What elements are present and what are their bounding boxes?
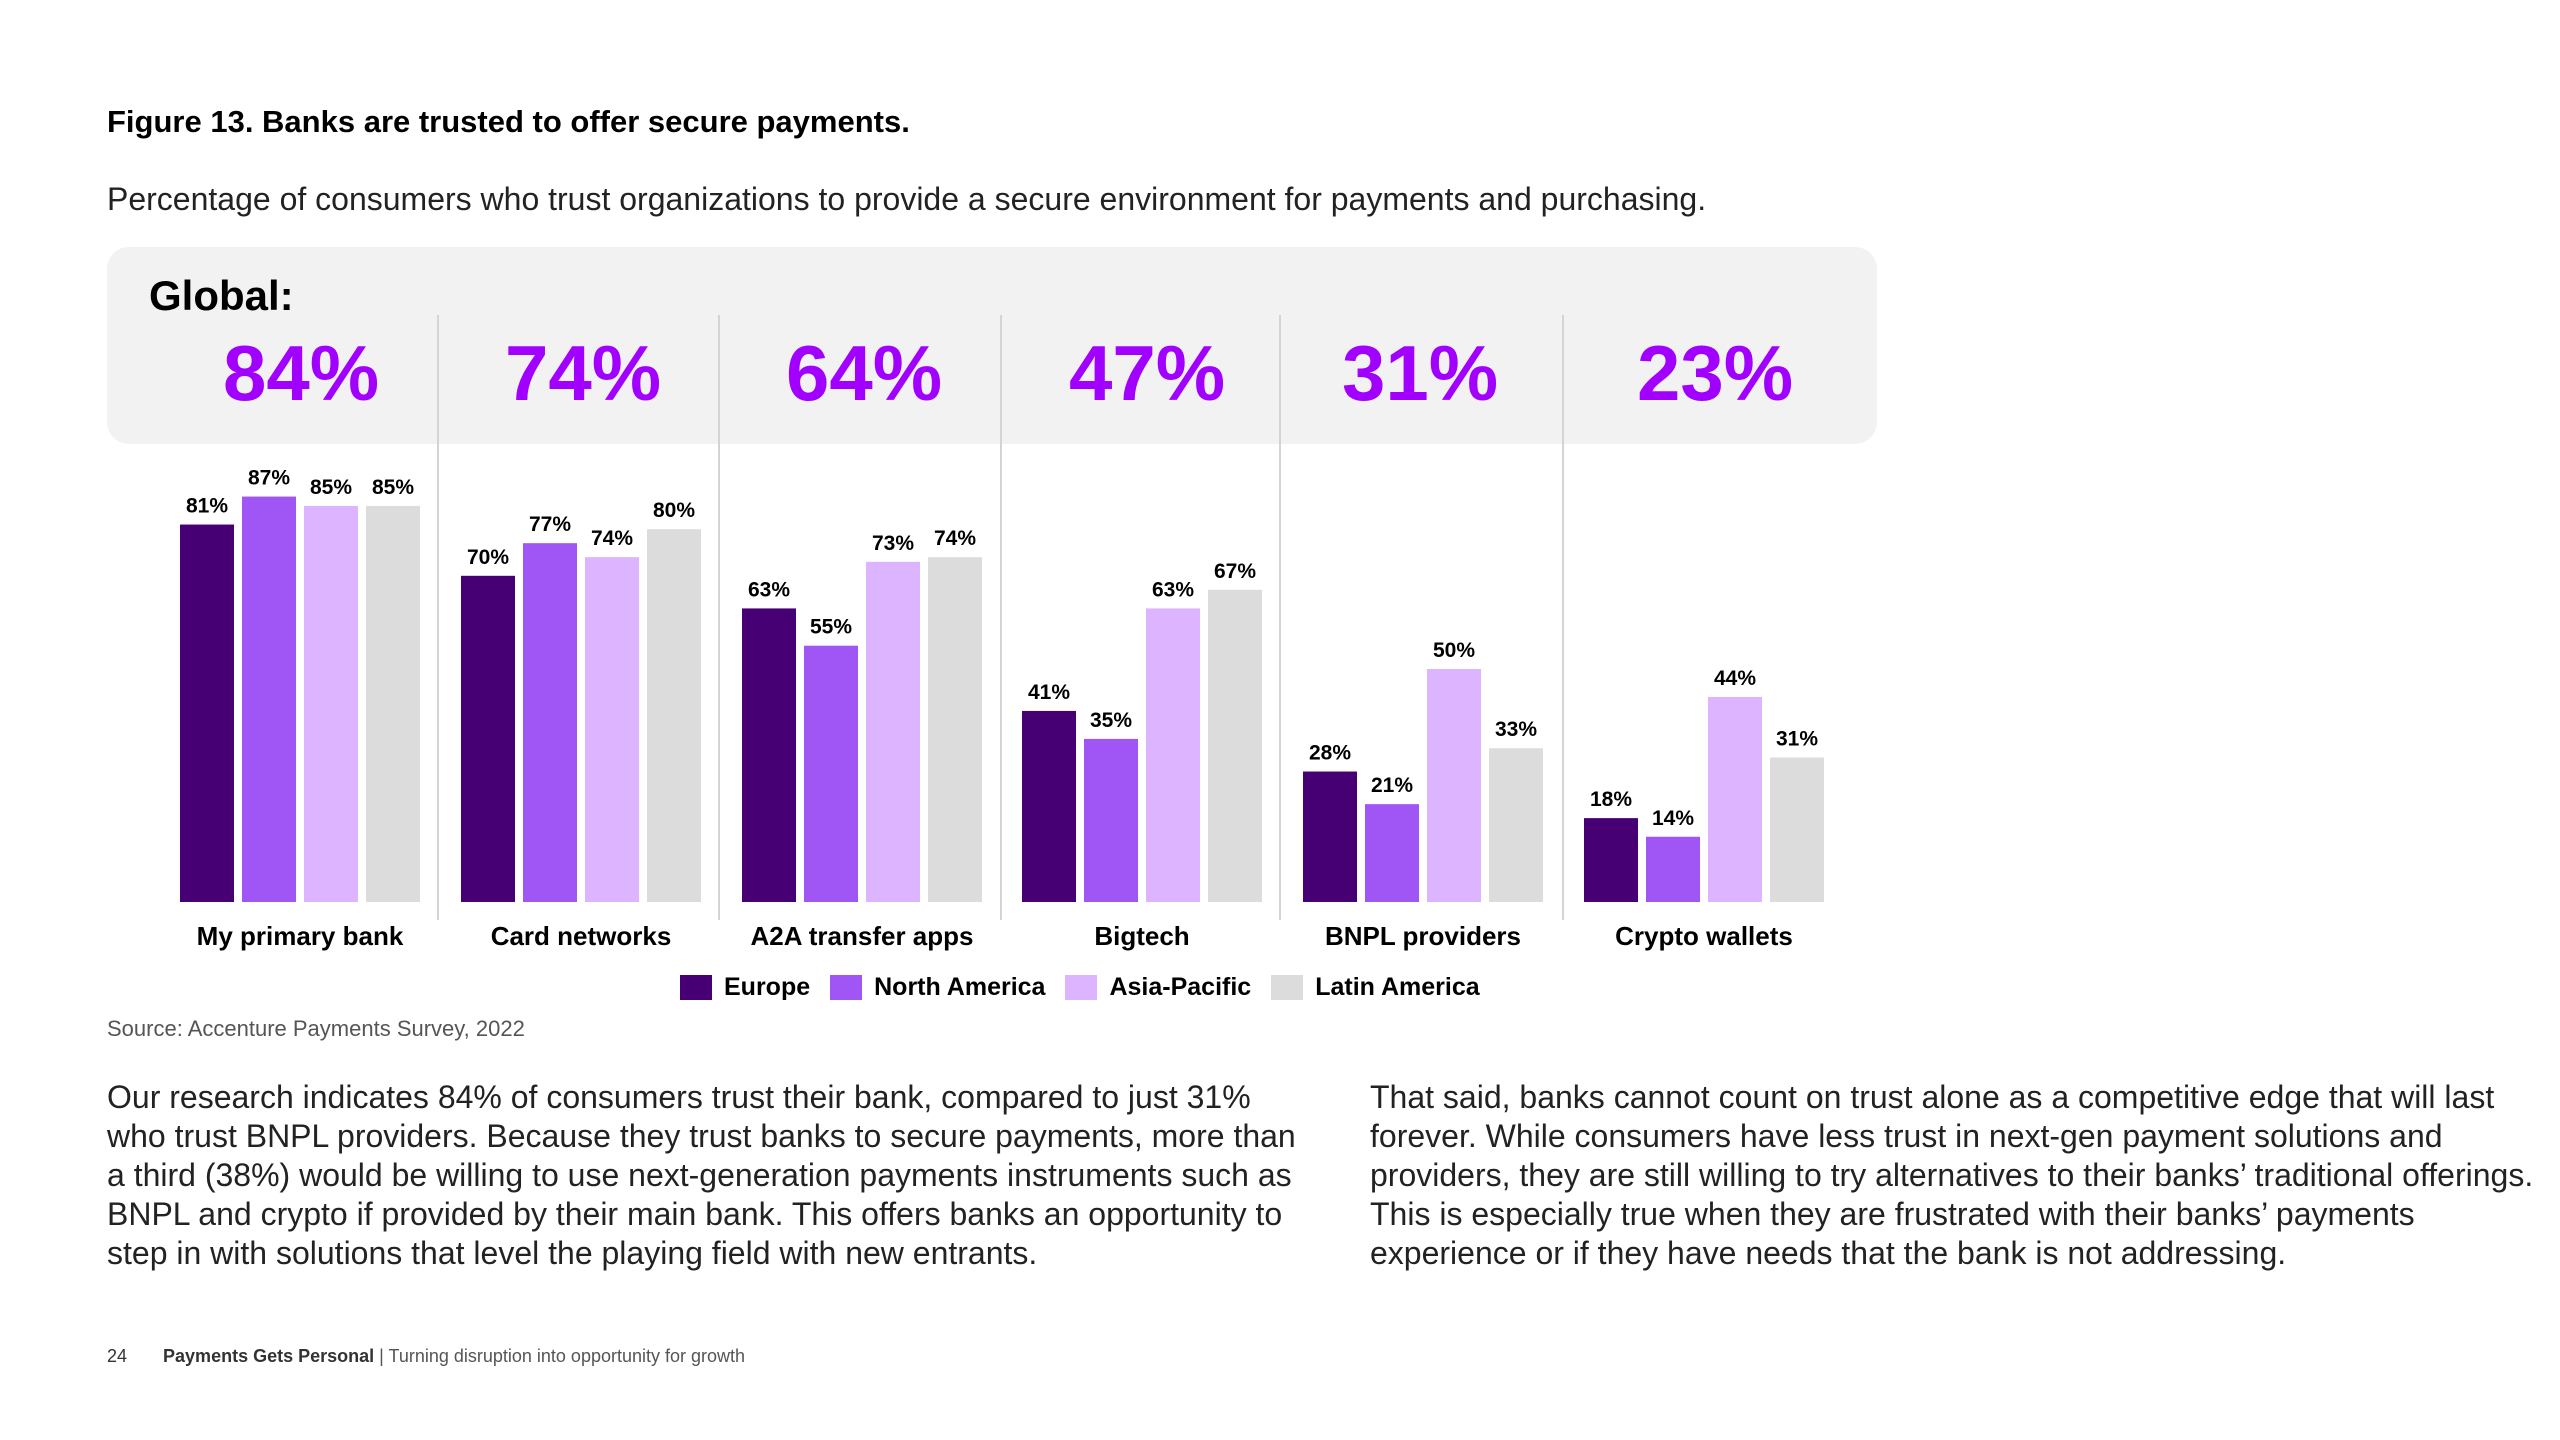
body-text-left: Our research indicates 84% of consumers … bbox=[107, 1078, 1307, 1273]
global-value-crypto: 23% bbox=[1636, 329, 1794, 417]
data-label-card-networks-asia-pacific: 74% bbox=[591, 527, 633, 550]
data-label-bnpl-providers-europe: 28% bbox=[1309, 742, 1351, 765]
bar-a2a-transfer-apps-north-america bbox=[804, 645, 858, 902]
column-divider bbox=[718, 315, 720, 920]
legend-item-europe: Europe bbox=[680, 973, 810, 1002]
legend-item-north-america: North America bbox=[830, 973, 1045, 1002]
data-label-a2a-transfer-apps-north-america: 55% bbox=[810, 616, 852, 639]
column-divider bbox=[1000, 315, 1002, 920]
legend-swatch-asia-pacific bbox=[1065, 975, 1098, 1000]
bar-my-primary-bank-latin-america bbox=[366, 505, 420, 902]
global-value-bnpl: 31% bbox=[1341, 329, 1499, 417]
data-label-my-primary-bank-europe: 81% bbox=[186, 495, 228, 518]
category-label-crypto-wallets: Crypto wallets bbox=[1615, 921, 1793, 951]
bar-my-primary-bank-asia-pacific bbox=[304, 505, 358, 902]
bar-crypto-wallets-north-america bbox=[1646, 836, 1700, 902]
data-label-bigtech-latin-america: 67% bbox=[1214, 560, 1256, 583]
global-label: Global: bbox=[149, 272, 294, 319]
global-value-card-networks: 74% bbox=[504, 329, 662, 417]
legend-item-latin-america: Latin America bbox=[1271, 973, 1480, 1002]
legend-label: Latin America bbox=[1315, 973, 1480, 1001]
bar-card-networks-north-america bbox=[523, 543, 577, 902]
bar-a2a-transfer-apps-europe bbox=[742, 608, 796, 902]
data-label-card-networks-europe: 70% bbox=[467, 546, 509, 569]
data-label-crypto-wallets-north-america: 14% bbox=[1652, 807, 1694, 830]
legend-label: Europe bbox=[724, 973, 811, 1001]
body-paragraph-left: Our research indicates 84% of consumers … bbox=[107, 1079, 1296, 1271]
bar-crypto-wallets-asia-pacific bbox=[1708, 696, 1762, 902]
bar-bnpl-providers-latin-america bbox=[1489, 748, 1543, 902]
figure-subtitle: Percentage of consumers who trust organi… bbox=[107, 181, 1707, 217]
data-label-my-primary-bank-north-america: 87% bbox=[248, 467, 290, 490]
global-value-primary-bank: 84% bbox=[222, 329, 380, 417]
data-label-bnpl-providers-asia-pacific: 50% bbox=[1433, 639, 1475, 662]
data-label-bnpl-providers-latin-america: 33% bbox=[1495, 718, 1537, 741]
bar-card-networks-latin-america bbox=[647, 529, 701, 902]
bar-a2a-transfer-apps-asia-pacific bbox=[866, 561, 920, 902]
data-label-my-primary-bank-latin-america: 85% bbox=[372, 476, 414, 499]
bar-bigtech-north-america bbox=[1084, 738, 1138, 902]
legend-swatch-latin-america bbox=[1271, 975, 1304, 1000]
body-paragraph-right: That said, banks cannot count on trust a… bbox=[1370, 1079, 2534, 1271]
bar-bnpl-providers-north-america bbox=[1365, 804, 1419, 902]
global-value-bigtech: 47% bbox=[1068, 329, 1226, 417]
category-label-bigtech: Bigtech bbox=[1094, 921, 1189, 951]
legend-label: North America bbox=[874, 973, 1046, 1001]
data-label-crypto-wallets-latin-america: 31% bbox=[1776, 728, 1818, 751]
data-label-a2a-transfer-apps-europe: 63% bbox=[748, 578, 790, 601]
data-label-card-networks-north-america: 77% bbox=[529, 513, 571, 536]
bar-bigtech-latin-america bbox=[1208, 589, 1262, 902]
data-label-bigtech-north-america: 35% bbox=[1090, 709, 1132, 732]
chart-legend: Europe North America Asia-Pacific Latin … bbox=[680, 973, 1480, 1002]
bar-bigtech-asia-pacific bbox=[1146, 608, 1200, 902]
bar-bnpl-providers-asia-pacific bbox=[1427, 669, 1481, 902]
data-label-crypto-wallets-asia-pacific: 44% bbox=[1714, 667, 1756, 690]
bar-a2a-transfer-apps-latin-america bbox=[928, 557, 982, 902]
figure-title: Figure 13. Banks are trusted to offer se… bbox=[107, 104, 910, 139]
data-label-my-primary-bank-asia-pacific: 85% bbox=[310, 476, 352, 499]
bar-bnpl-providers-europe bbox=[1303, 771, 1357, 902]
publication-tagline: | Turning disruption into opportunity fo… bbox=[374, 1346, 746, 1366]
bar-my-primary-bank-europe bbox=[180, 524, 234, 902]
source-note: Source: Accenture Payments Survey, 2022 bbox=[107, 1016, 525, 1041]
category-label-a2a-transfer-apps: A2A transfer apps bbox=[751, 921, 974, 951]
legend-swatch-north-america bbox=[830, 975, 863, 1000]
data-label-bigtech-asia-pacific: 63% bbox=[1152, 578, 1194, 601]
page-footer: 24 Payments Gets Personal | Turning disru… bbox=[107, 1346, 745, 1367]
data-label-bigtech-europe: 41% bbox=[1028, 681, 1070, 704]
category-label-my-primary-bank: My primary bank bbox=[197, 921, 404, 951]
bar-bigtech-europe bbox=[1022, 710, 1076, 902]
bar-crypto-wallets-latin-america bbox=[1770, 757, 1824, 902]
legend-label: Asia-Pacific bbox=[1109, 973, 1252, 1001]
column-divider bbox=[1562, 315, 1564, 920]
category-label-bnpl-providers: BNPL providers bbox=[1325, 921, 1521, 951]
page-number: 24 bbox=[107, 1346, 128, 1366]
bar-card-networks-europe bbox=[461, 575, 515, 902]
global-summary-panel bbox=[107, 247, 1877, 444]
legend-item-asia-pacific: Asia-Pacific bbox=[1065, 973, 1251, 1002]
column-divider bbox=[1279, 315, 1281, 920]
data-label-a2a-transfer-apps-asia-pacific: 73% bbox=[872, 532, 914, 555]
legend-swatch-europe bbox=[680, 975, 712, 1000]
data-label-a2a-transfer-apps-latin-america: 74% bbox=[934, 527, 976, 550]
data-label-crypto-wallets-europe: 18% bbox=[1590, 788, 1632, 811]
data-label-bnpl-providers-north-america: 21% bbox=[1371, 774, 1413, 797]
body-text-right: That said, banks cannot count on trust a… bbox=[1370, 1078, 2560, 1273]
data-label-card-networks-latin-america: 80% bbox=[653, 499, 695, 522]
bar-my-primary-bank-north-america bbox=[242, 496, 296, 902]
category-label-card-networks: Card networks bbox=[491, 921, 672, 951]
column-divider bbox=[437, 315, 439, 920]
global-value-a2a-apps: 64% bbox=[785, 329, 943, 417]
bar-card-networks-asia-pacific bbox=[585, 557, 639, 902]
publication-title: Payments Gets Personal bbox=[163, 1346, 375, 1366]
grouped-bar-chart: 81% 87% 85% 85% My primary bank 70% 77% 74% 80% C… bbox=[180, 467, 1824, 951]
bar-crypto-wallets-europe bbox=[1584, 818, 1638, 902]
